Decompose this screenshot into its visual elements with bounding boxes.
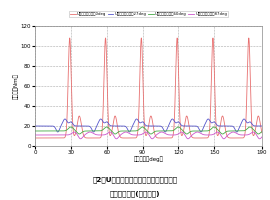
U相励磁開始角度87deg [33,134,37,136]
U相励磁開始角度60deg [260,131,264,133]
U相励磁開始角度27deg [92,131,95,133]
U相励磁開始角度60deg [120,130,124,132]
U相励磁開始角度60deg [256,133,259,135]
U相励磁開始角度87deg [59,134,63,136]
U相励磁開始角度60deg [33,130,37,132]
U相励磁開始角度60deg [185,133,188,135]
U相励磁開始角度27deg [73,124,76,127]
Legend: U相励磁開始角度0deg, U相励磁開始角度27deg, U相励磁開始角度60deg, U相励磁開始角度87deg: U相励磁開始角度0deg, U相励磁開始角度27deg, U相励磁開始角度60d… [69,11,228,17]
Line: U相励磁開始角度0deg: U相励磁開始角度0deg [35,38,262,138]
Line: U相励磁開始角度27deg: U相励磁開始角度27deg [35,119,262,132]
U相励磁開始角度0deg [256,116,259,119]
U相励磁開始角度60deg [59,130,63,132]
U相励磁開始角度27deg [256,125,259,127]
X-axis label: 回転角度（deg）: 回転角度（deg） [134,157,163,162]
U相励磁開始角度0deg [260,132,264,134]
U相励磁開始角度0deg [211,37,215,39]
U相励磁開始角度27deg [130,126,134,128]
U相励磁開始角度60deg [73,128,76,131]
U相励磁開始角度87deg [256,136,259,138]
U相励磁開始角度27deg [232,125,235,128]
U相励磁開始角度27deg [260,125,264,127]
U相励磁開始角度0deg [33,137,37,139]
U相励磁開始角度27deg [59,125,63,127]
Text: トルクの比較(負荷解析): トルクの比較(負荷解析) [110,190,160,197]
U相励磁開始角度60deg [232,130,235,132]
U相励磁開始角度0deg [130,137,134,139]
U相励磁開始角度87deg [232,131,235,133]
U相励磁開始角度87deg [222,138,225,140]
Line: U相励磁開始角度60deg: U相励磁開始角度60deg [35,127,262,134]
U相励磁開始角度87deg [73,131,76,133]
U相励磁開始角度27deg [120,125,124,127]
U相励磁開始角度87deg [88,131,92,133]
U相励磁開始角度87deg [130,133,134,136]
Text: 噣2　U相への励磁開始角度の違いによる: 噣2 U相への励磁開始角度の違いによる [92,176,178,183]
U相励磁開始角度0deg [59,137,63,139]
U相励磁開始角度0deg [120,137,124,139]
Line: U相励磁開始角度87deg: U相励磁開始角度87deg [35,132,262,139]
U相励磁開始角度60deg [130,130,134,132]
U相励磁開始角度60deg [105,126,108,128]
Y-axis label: トルク（Nm）: トルク（Nm） [14,73,19,99]
U相励磁開始角度27deg [33,125,37,127]
U相励磁開始角度87deg [260,136,264,138]
U相励磁開始角度0deg [73,134,76,137]
U相励磁開始角度27deg [207,118,210,120]
U相励磁開始角度0deg [231,137,235,139]
U相励磁開始角度87deg [120,132,124,135]
